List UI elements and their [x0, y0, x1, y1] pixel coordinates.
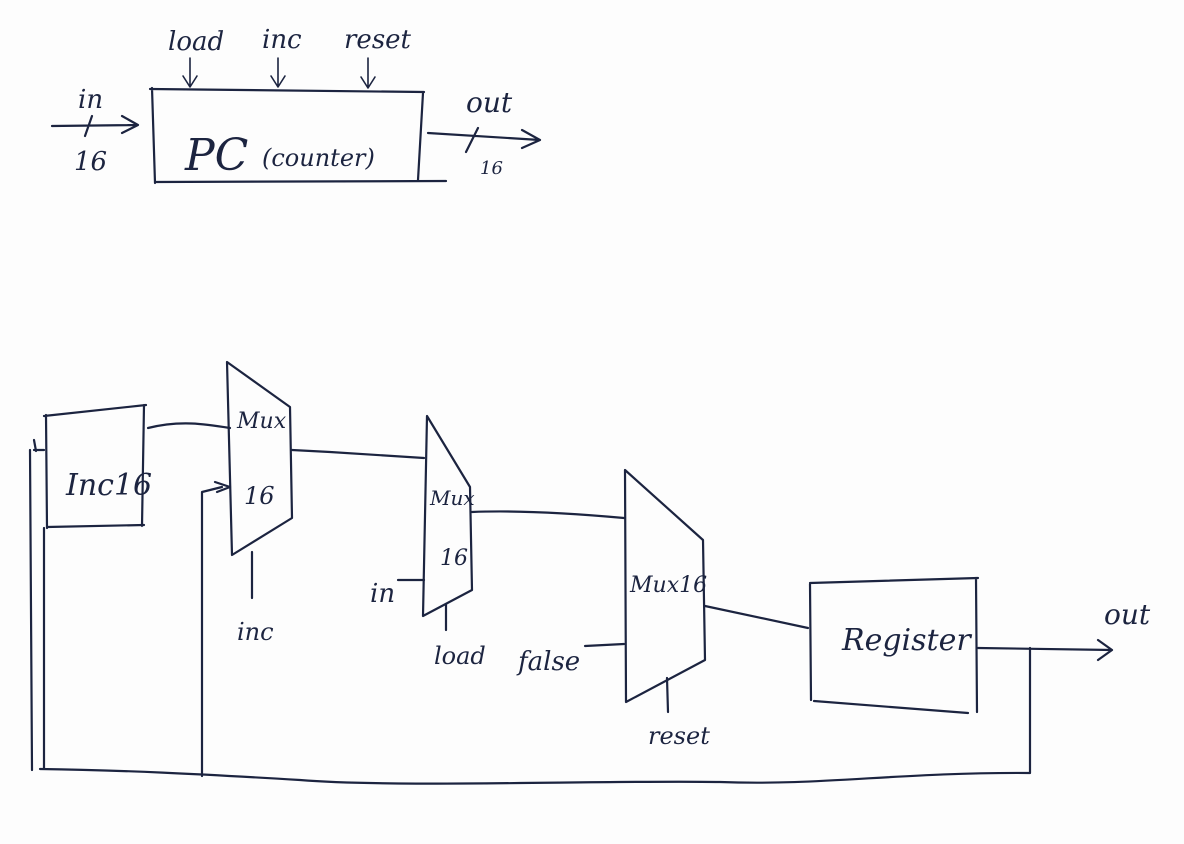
mux3-body [623, 468, 707, 704]
mux3-false-wire [583, 642, 626, 648]
register-box [808, 576, 980, 715]
wire-mux1-to-mux2 [290, 448, 426, 460]
mux3-select-line [665, 676, 670, 714]
pc-label: PC [184, 130, 248, 181]
load-control-arrow [182, 57, 198, 88]
wire-mux3-to-register [703, 604, 810, 630]
mux2-label-line1: Mux [429, 486, 475, 510]
wire-mux2-to-mux3 [470, 510, 626, 520]
inc-control-label: inc [262, 25, 302, 55]
pc-input-label: in [78, 85, 103, 115]
pc-input-width: 16 [74, 147, 107, 177]
wire-inc16-to-mux1 [146, 422, 232, 430]
mux1-label-line2: 16 [244, 482, 275, 510]
mux2-in-label: in [370, 579, 395, 609]
pc-input-arrow [50, 114, 140, 138]
pc-output-arrow [426, 126, 542, 154]
load-control-label: load [168, 27, 224, 57]
register-output-arrow [976, 638, 1114, 662]
inc-control-arrow [270, 57, 286, 88]
pc-output-width: 16 [480, 158, 503, 179]
mux3-select-label: reset [648, 722, 710, 750]
register-label: Register [841, 623, 972, 658]
reset-control-label: reset [344, 25, 412, 55]
pc-box [148, 86, 448, 185]
mux1-body [225, 360, 294, 557]
inc16-feedback-input [32, 438, 46, 453]
pc-block-overview: PC (counter) in 16 out 16 load inc reset [50, 25, 542, 185]
mux1-label-line1: Mux [236, 409, 287, 434]
mux1-select-label: inc [237, 618, 274, 646]
inc16-label: Inc16 [65, 468, 152, 503]
inc16-box [42, 403, 148, 530]
reset-control-arrow [360, 57, 376, 89]
mux3-label: Mux16 [629, 573, 707, 598]
pc-circuit: Inc16 Mux 16 inc Mux 16 in load Mux16 [28, 360, 1151, 785]
pc-sublabel: (counter) [262, 144, 375, 172]
mux2-body [421, 414, 474, 618]
mux2-select-label: load [434, 642, 486, 670]
mux3-false-label: false [516, 647, 580, 677]
pc-output-label: out [466, 86, 513, 119]
mux2-label-line2: 16 [440, 546, 468, 571]
mux1-feedback-input [200, 480, 232, 778]
circuit-output-label: out [1104, 598, 1151, 631]
feedback-bus [28, 448, 1032, 785]
